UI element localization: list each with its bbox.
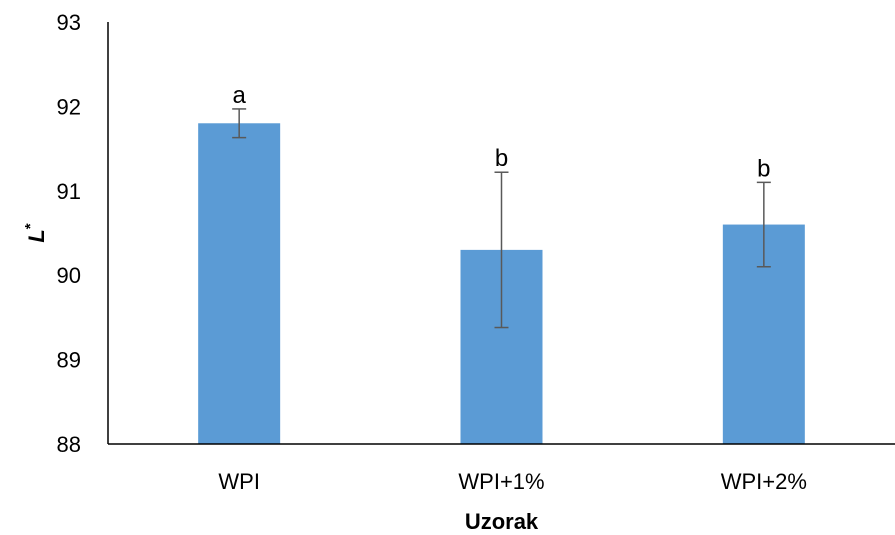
y-axis-title-sup: *: [22, 223, 39, 229]
y-tick-label: 88: [57, 432, 81, 457]
x-tick-label: WPI: [218, 469, 260, 494]
data-label-3: b: [757, 155, 770, 182]
x-tick-label: WPI+2%: [721, 469, 807, 494]
y-axis-title: L*: [22, 223, 49, 242]
y-axis-title-main: L: [24, 229, 49, 242]
x-tick-label: WPI+1%: [458, 469, 544, 494]
x-axis-title: Uzorak: [465, 509, 539, 534]
y-tick-label: 89: [57, 348, 81, 373]
y-tick-label: 91: [57, 179, 81, 204]
y-tick-label: 90: [57, 263, 81, 288]
bars-group: [198, 123, 805, 444]
error-bars-group: [232, 108, 771, 329]
data-label-1: a: [232, 82, 246, 109]
y-tick-labels: 88 89 90 91 92 93: [57, 10, 81, 457]
bar-1: [198, 123, 281, 444]
x-tick-labels: WPI WPI+1% WPI+2%: [218, 469, 807, 494]
data-label-2: b: [495, 145, 508, 172]
y-tick-label: 93: [57, 10, 81, 35]
y-tick-label: 92: [57, 94, 81, 119]
data-labels-group: a b b: [232, 82, 770, 182]
